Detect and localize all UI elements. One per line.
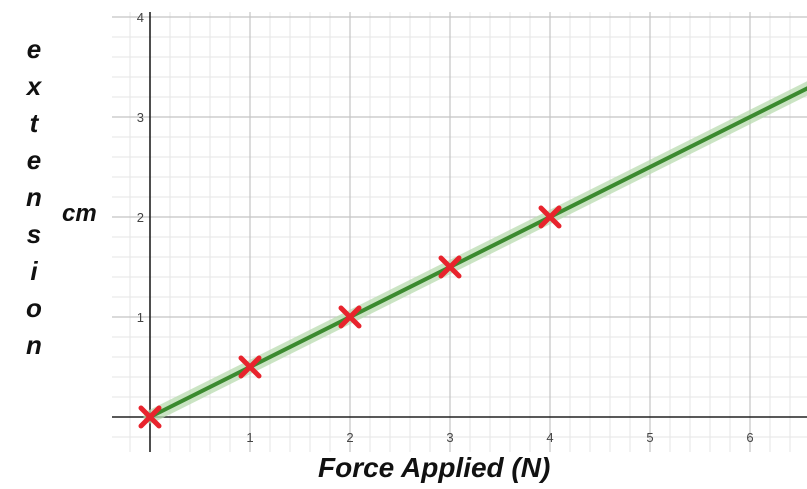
x-axis-label: Force Applied (N): [318, 452, 551, 483]
data-point-stroke: [238, 355, 262, 379]
x-tick-label: 3: [446, 430, 453, 445]
x-tick-label: 1: [246, 430, 253, 445]
major-grid: [112, 12, 807, 452]
y-axis-label-letter: n: [26, 330, 42, 360]
data-point: [138, 405, 162, 429]
y-tick-label: 2: [137, 210, 144, 225]
data-point-stroke: [538, 205, 562, 229]
data-point: [438, 255, 462, 279]
y-axis-unit: cm: [62, 200, 97, 227]
y-tick-label: 3: [137, 110, 144, 125]
y-tick-label: 4: [137, 10, 144, 25]
trend-line-group: [143, 81, 807, 424]
data-markers: [138, 205, 562, 429]
x-tick-label: 6: [746, 430, 753, 445]
x-tick-label: 5: [646, 430, 653, 445]
y-axis-label-letter: x: [26, 71, 42, 101]
y-axis-label-letter: n: [26, 182, 42, 212]
y-axis-label-letter: o: [26, 293, 42, 323]
tick-labels: 1 2 3 4 5 6 1 2 3 4: [137, 10, 754, 445]
trend-line: [149, 86, 807, 419]
y-axis-label-letter: t: [29, 108, 39, 138]
x-tick-label: 4: [546, 430, 553, 445]
y-axis-label-letter: e: [26, 145, 42, 175]
axes: [112, 12, 807, 452]
data-point-stroke: [138, 405, 162, 429]
y-axis-label-letter: s: [26, 219, 42, 249]
y-tick-label: 1: [137, 310, 144, 325]
data-point: [238, 355, 262, 379]
y-axis-label-letter: i: [30, 256, 38, 286]
data-point: [538, 205, 562, 229]
data-point: [338, 305, 362, 329]
x-tick-label: 2: [346, 430, 353, 445]
data-point-stroke: [438, 255, 462, 279]
y-axis-label-letter: e: [26, 34, 42, 64]
data-point-stroke: [338, 305, 362, 329]
